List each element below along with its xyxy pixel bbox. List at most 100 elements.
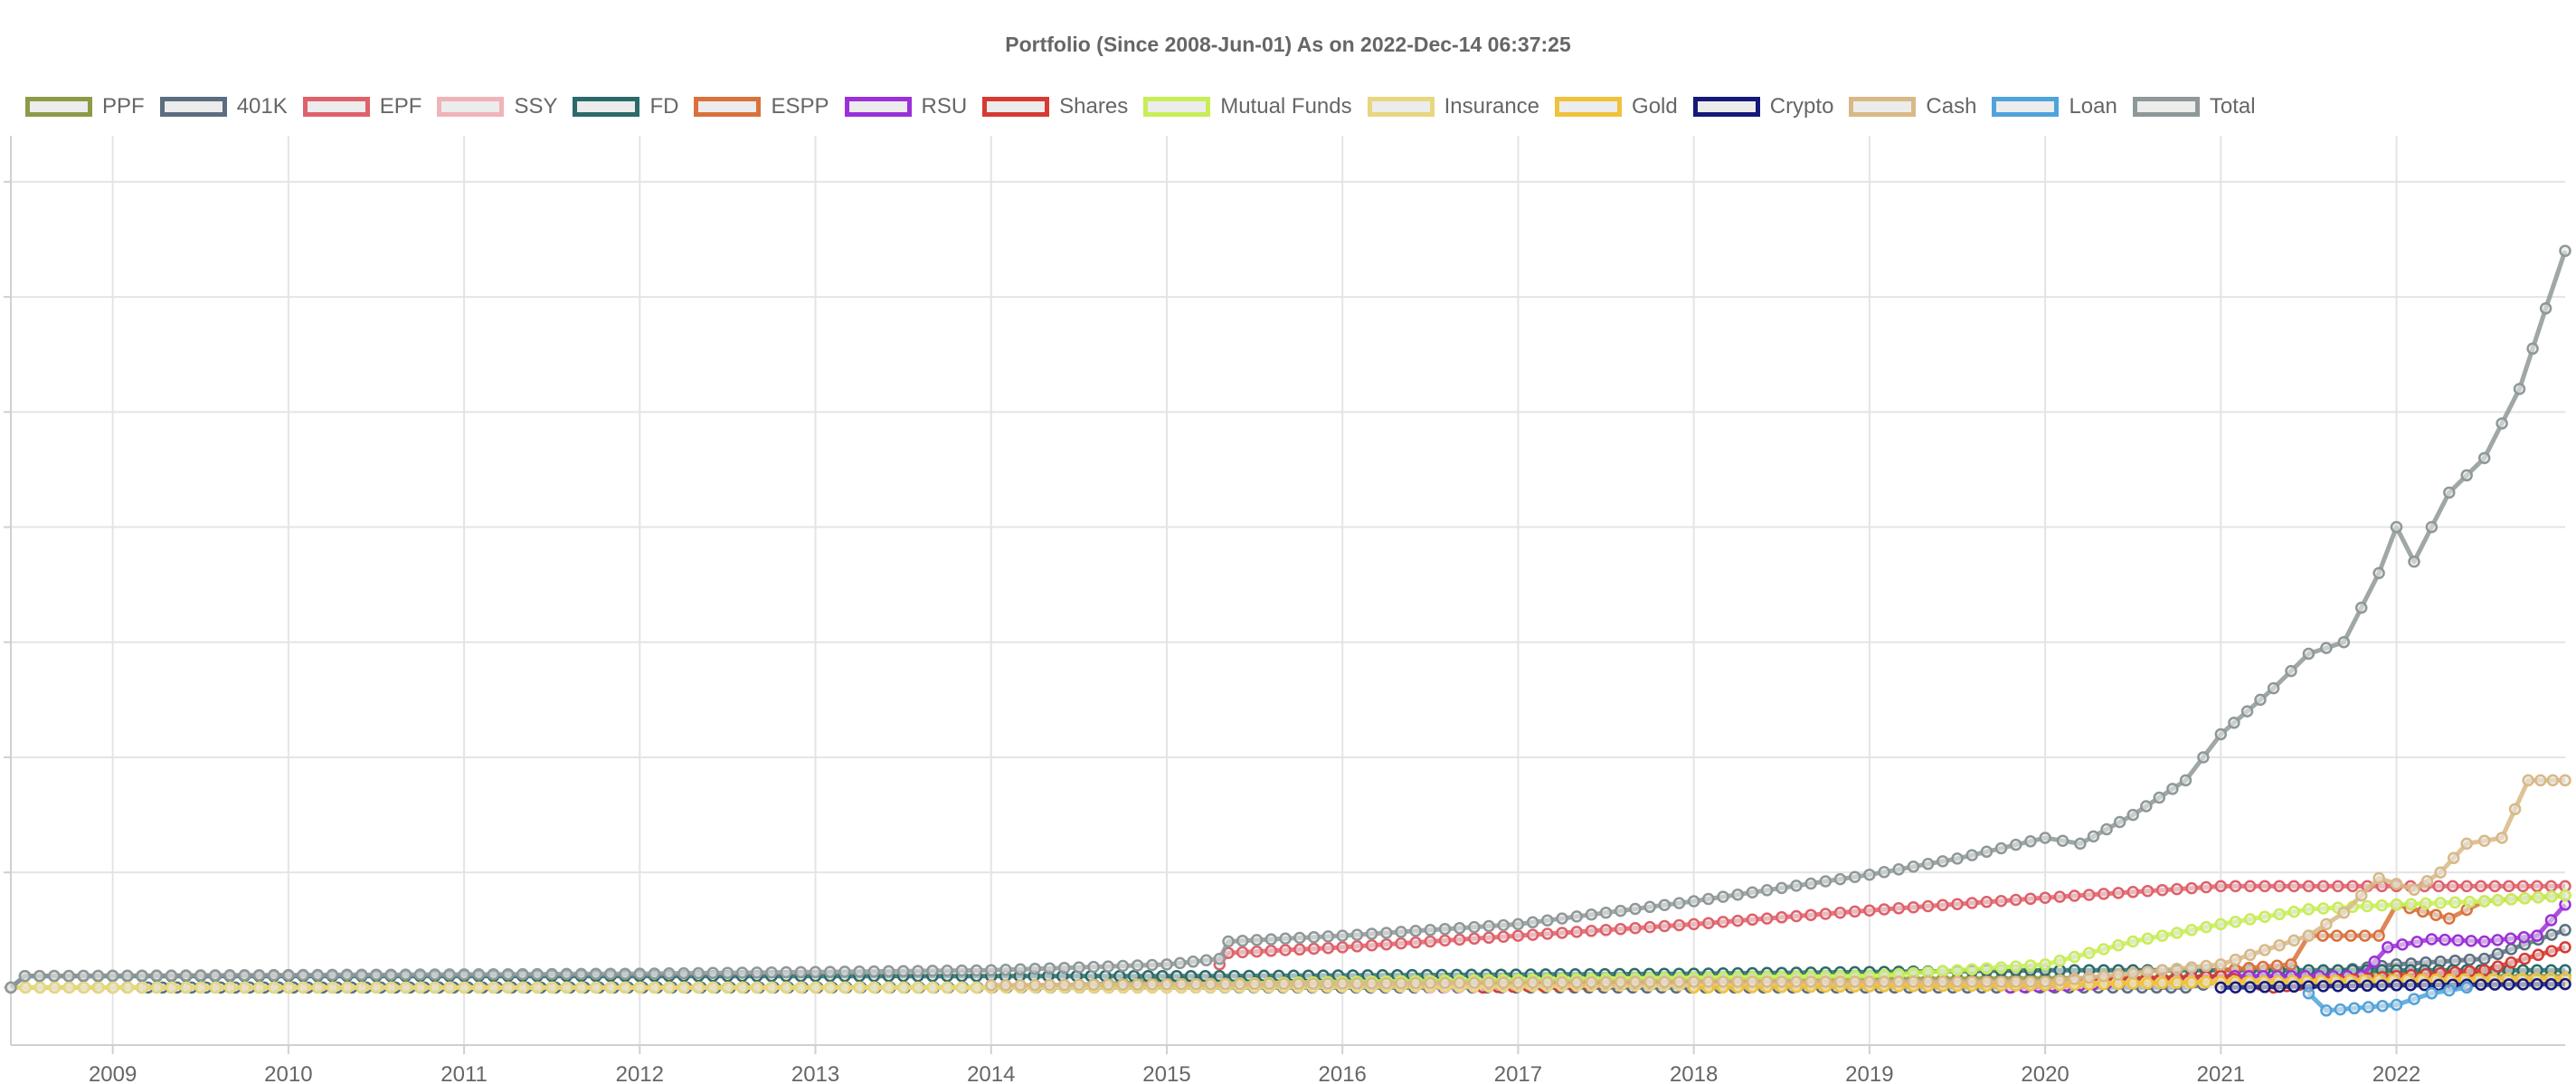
legend-item-ppf[interactable]: PPF bbox=[25, 94, 145, 119]
data-point-gold bbox=[2171, 976, 2183, 989]
legend-item-shares[interactable]: Shares bbox=[982, 94, 1128, 119]
x-tick-label-2010: 2010 bbox=[264, 1062, 312, 1084]
legend-label: Gold bbox=[1632, 94, 1678, 119]
data-point-total bbox=[1438, 922, 1452, 936]
x-tick-label-2016: 2016 bbox=[1319, 1062, 1367, 1084]
data-point-insurance bbox=[736, 981, 749, 994]
data-point-epf bbox=[1951, 898, 1964, 910]
data-point-total bbox=[2074, 837, 2087, 851]
data-point-401k bbox=[2477, 952, 2491, 965]
data-point-total bbox=[267, 968, 280, 982]
legend-item-gold[interactable]: Gold bbox=[1555, 94, 1678, 119]
data-point-espp bbox=[2429, 908, 2442, 921]
data-point-total bbox=[91, 969, 105, 983]
data-point-mutual-funds bbox=[2214, 918, 2228, 931]
data-point-total bbox=[370, 968, 383, 981]
legend-label: ESPP bbox=[771, 94, 829, 119]
data-point-total bbox=[1028, 962, 1042, 975]
legend-item-insurance[interactable]: Insurance bbox=[1367, 94, 1539, 119]
data-point-total bbox=[77, 969, 90, 983]
data-point-total bbox=[1731, 888, 1744, 901]
data-point-shares bbox=[2532, 948, 2544, 962]
data-point-epf bbox=[1395, 937, 1407, 950]
data-point-crypto bbox=[2404, 978, 2417, 992]
data-point-total bbox=[2179, 774, 2192, 787]
data-point-shares bbox=[2505, 956, 2518, 969]
legend-item-loan[interactable]: Loan bbox=[1992, 94, 2117, 119]
data-point-cash bbox=[2354, 889, 2368, 902]
data-point-mutual-funds bbox=[2532, 890, 2544, 904]
data-point-insurance bbox=[897, 981, 910, 994]
legend-item-total[interactable]: Total bbox=[2132, 94, 2256, 119]
data-point-epf bbox=[1321, 941, 1335, 955]
data-point-total bbox=[48, 969, 61, 983]
data-point-epf bbox=[1250, 945, 1264, 958]
legend-swatch bbox=[573, 97, 640, 117]
data-point-rsu bbox=[2451, 934, 2465, 946]
data-point-insurance bbox=[107, 981, 119, 994]
data-point-mutual-funds bbox=[2477, 895, 2491, 908]
data-point-total bbox=[1994, 842, 2008, 855]
data-point-total bbox=[721, 966, 734, 979]
data-point-cash bbox=[1160, 978, 1173, 991]
data-point-mutual-funds bbox=[1951, 964, 1964, 977]
data-point-cash bbox=[1629, 975, 1642, 989]
data-point-insurance bbox=[472, 981, 486, 994]
data-point-epf bbox=[2287, 880, 2300, 893]
legend-item-rsu[interactable]: RSU bbox=[844, 94, 967, 119]
data-point-total bbox=[1687, 895, 1700, 908]
data-point-epf bbox=[2446, 880, 2459, 893]
data-point-cash bbox=[2559, 774, 2571, 787]
data-point-cash bbox=[1746, 975, 1759, 988]
data-point-insurance bbox=[531, 981, 545, 994]
data-point-crypto bbox=[2531, 978, 2543, 991]
legend-item-fd[interactable]: FD bbox=[573, 94, 678, 119]
data-point-espp bbox=[2270, 959, 2284, 972]
data-point-mutual-funds bbox=[2505, 893, 2518, 906]
data-point-epf bbox=[1307, 942, 1321, 956]
data-point-insurance bbox=[341, 981, 354, 994]
data-point-total bbox=[853, 965, 866, 978]
data-point-total bbox=[1236, 934, 1249, 947]
legend-label: EPF bbox=[379, 94, 422, 119]
data-point-total bbox=[1672, 897, 1686, 909]
data-point-insurance bbox=[194, 981, 208, 994]
series-line-epf bbox=[1217, 883, 2565, 966]
data-point-cash bbox=[2522, 774, 2534, 787]
data-point-cash bbox=[1892, 975, 1905, 988]
data-point-total bbox=[809, 965, 822, 978]
data-point-total bbox=[2354, 601, 2368, 614]
data-point-epf bbox=[2229, 880, 2242, 893]
legend-item-epf[interactable]: EPF bbox=[302, 94, 422, 119]
data-point-total bbox=[2087, 830, 2100, 843]
data-point-epf bbox=[2332, 880, 2344, 893]
legend-item-mutual-funds[interactable]: Mutual Funds bbox=[1143, 94, 1352, 119]
data-point-total bbox=[106, 969, 119, 983]
data-point-insurance bbox=[970, 981, 983, 994]
data-point-cash bbox=[1424, 976, 1437, 990]
data-point-cash bbox=[1570, 975, 1583, 989]
data-point-mutual-funds bbox=[2518, 892, 2532, 905]
data-point-epf bbox=[1279, 944, 1292, 956]
data-point-fd bbox=[1213, 969, 1226, 983]
data-point-epf bbox=[1599, 924, 1613, 937]
legend-item-401k[interactable]: 401K bbox=[159, 94, 288, 119]
legend-item-cash[interactable]: Cash bbox=[1849, 94, 1976, 119]
data-point-cash bbox=[2496, 832, 2508, 844]
data-point-espp bbox=[2316, 929, 2329, 942]
data-point-total bbox=[1937, 855, 1949, 868]
data-point-total bbox=[2039, 832, 2051, 844]
legend-item-ssy[interactable]: SSY bbox=[437, 94, 557, 119]
data-point-cash bbox=[1776, 975, 1788, 988]
legend-item-espp[interactable]: ESPP bbox=[694, 94, 829, 119]
data-point-shares bbox=[2477, 964, 2491, 977]
data-point-rsu bbox=[2396, 938, 2409, 951]
data-point-cash bbox=[1541, 976, 1554, 989]
data-point-total bbox=[179, 969, 193, 982]
data-point-total bbox=[955, 964, 969, 977]
x-tick-label-2013: 2013 bbox=[791, 1062, 839, 1084]
data-point-cash bbox=[1965, 975, 1978, 988]
data-point-epf bbox=[1438, 934, 1452, 947]
data-point-total bbox=[1526, 916, 1539, 929]
legend-item-crypto[interactable]: Crypto bbox=[1692, 94, 1833, 119]
